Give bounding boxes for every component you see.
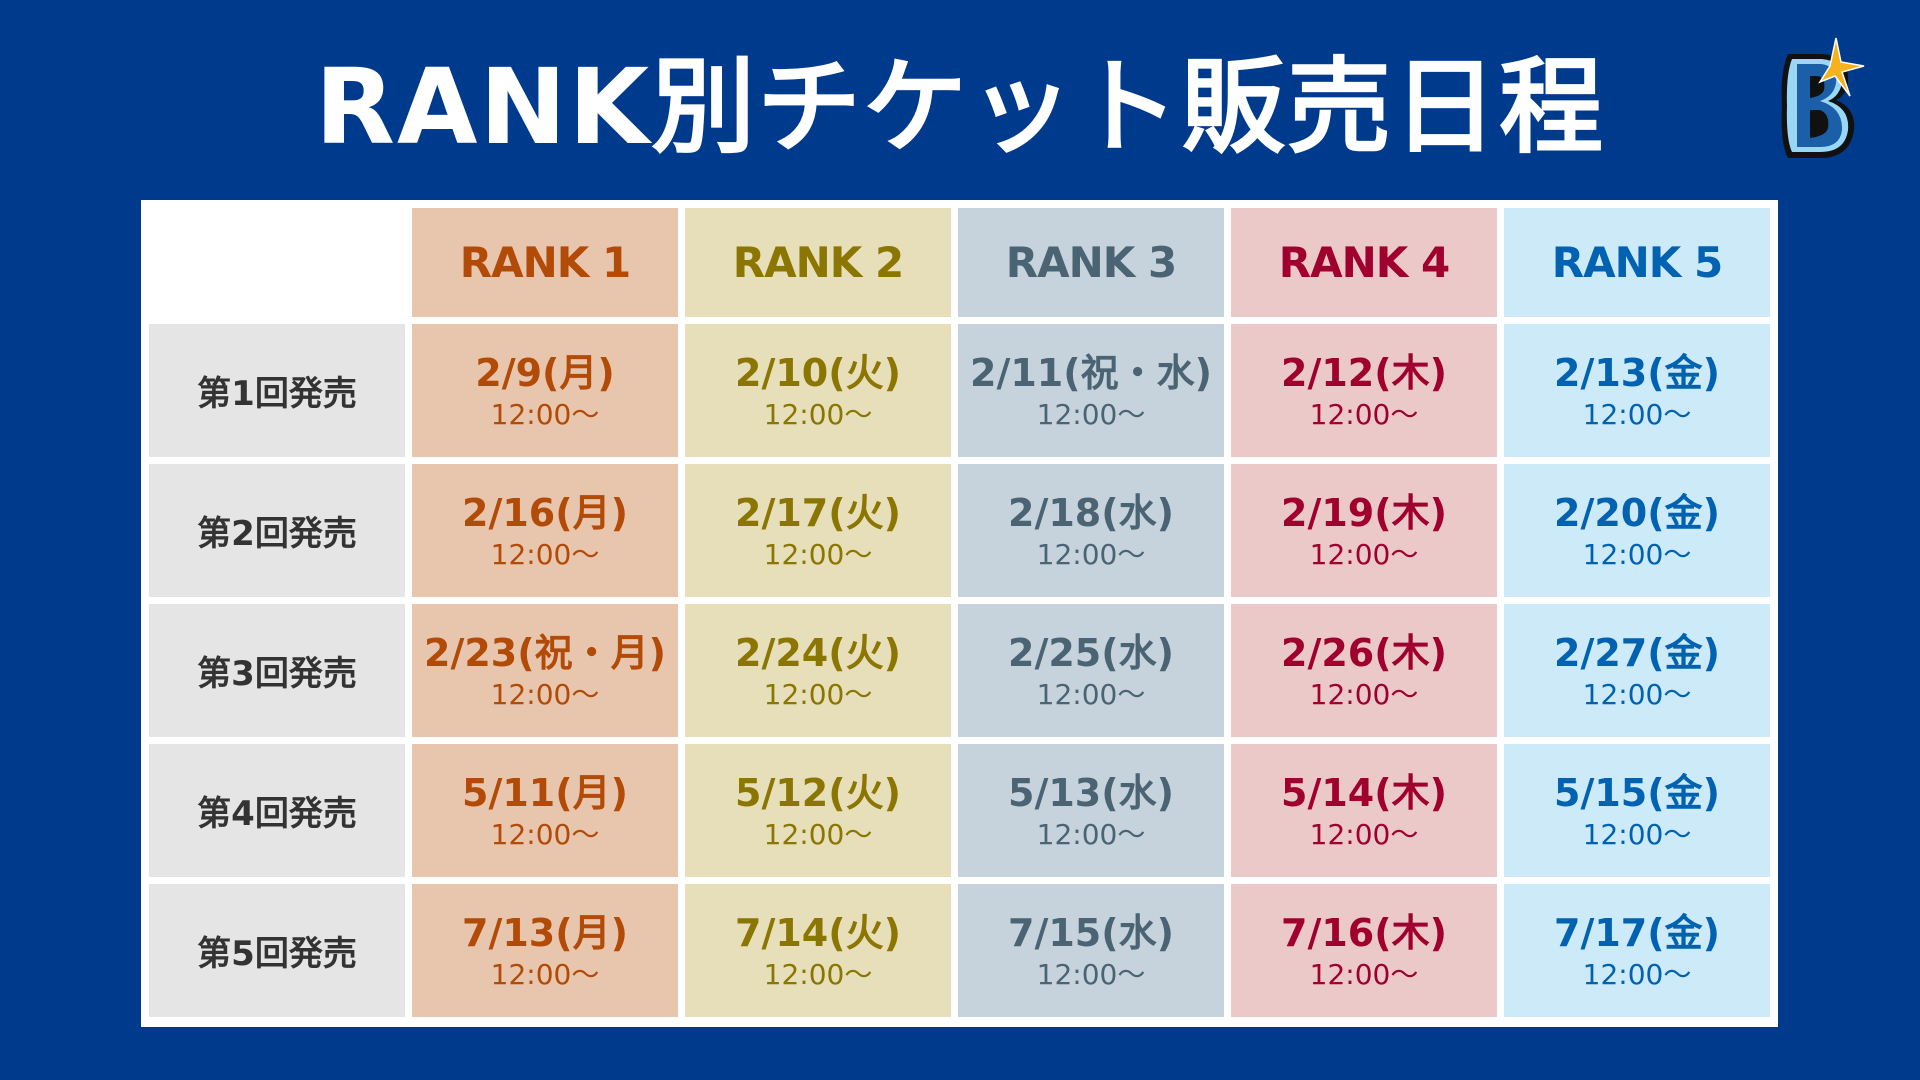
sale-date: 5/13(水) [1008, 770, 1174, 815]
sale-time: 12:00～ [1036, 957, 1146, 991]
header-rank-4: RANK 4 [1231, 208, 1497, 317]
sale-date: 2/26(木) [1281, 630, 1447, 675]
table-cell: 2/26(木) 12:00～ [1231, 604, 1497, 737]
sale-time: 12:00～ [763, 957, 873, 991]
header-rank-2: RANK 2 [685, 208, 951, 317]
table-cell: 2/27(金) 12:00～ [1504, 604, 1770, 737]
sale-date: 7/17(金) [1554, 910, 1720, 955]
sale-time: 12:00～ [1582, 397, 1692, 431]
sale-time: 12:00～ [763, 677, 873, 711]
sale-date: 7/14(火) [735, 910, 901, 955]
sale-time: 12:00～ [490, 677, 600, 711]
sale-date: 2/20(金) [1554, 490, 1720, 535]
row-label: 第2回発売 [149, 464, 405, 597]
sale-time: 12:00～ [763, 817, 873, 851]
sale-time: 12:00～ [1309, 537, 1419, 571]
sale-time: 12:00～ [1309, 957, 1419, 991]
sale-time: 12:00～ [490, 397, 600, 431]
sale-date: 5/15(金) [1554, 770, 1720, 815]
page-title: RANK別チケット販売日程 [314, 46, 1606, 168]
table-cell: 5/12(火) 12:00～ [685, 744, 951, 877]
sale-date: 2/10(火) [735, 350, 901, 395]
table-cell: 2/12(木) 12:00～ [1231, 324, 1497, 457]
row-label: 第1回発売 [149, 324, 405, 457]
table-cell: 2/25(水) 12:00～ [958, 604, 1224, 737]
table-cell: 7/14(火) 12:00～ [685, 884, 951, 1017]
sale-time: 12:00～ [490, 537, 600, 571]
sale-date: 2/12(木) [1281, 350, 1447, 395]
corner-cell [149, 208, 405, 317]
sale-time: 12:00～ [1582, 817, 1692, 851]
sale-time: 12:00～ [490, 957, 600, 991]
table-cell: 2/17(火) 12:00～ [685, 464, 951, 597]
sale-date: 7/15(水) [1008, 910, 1174, 955]
table-cell: 2/19(木) 12:00～ [1231, 464, 1497, 597]
sale-time: 12:00～ [1309, 397, 1419, 431]
sale-date: 2/18(水) [1008, 490, 1174, 535]
table-cell: 5/14(木) 12:00～ [1231, 744, 1497, 877]
table-cell: 7/15(水) 12:00～ [958, 884, 1224, 1017]
header-rank-5: RANK 5 [1504, 208, 1770, 317]
table-cell: 2/16(月) 12:00～ [412, 464, 678, 597]
sale-time: 12:00～ [763, 537, 873, 571]
sale-date: 5/11(月) [462, 770, 628, 815]
sale-date: 2/13(金) [1554, 350, 1720, 395]
table-cell: 7/17(金) 12:00～ [1504, 884, 1770, 1017]
sale-date: 2/23(祝・月) [424, 630, 666, 675]
table-cell: 5/15(金) 12:00～ [1504, 744, 1770, 877]
table-cell: 2/11(祝・水) 12:00～ [958, 324, 1224, 457]
sale-time: 12:00～ [1036, 817, 1146, 851]
table-cell: 7/16(木) 12:00～ [1231, 884, 1497, 1017]
sale-date: 5/12(火) [735, 770, 901, 815]
table-cell: 2/10(火) 12:00～ [685, 324, 951, 457]
sale-time: 12:00～ [1036, 677, 1146, 711]
sale-time: 12:00～ [1309, 677, 1419, 711]
sale-date: 2/17(火) [735, 490, 901, 535]
sale-time: 12:00～ [1582, 677, 1692, 711]
sale-date: 7/16(木) [1281, 910, 1447, 955]
sale-date: 7/13(月) [462, 910, 628, 955]
row-label: 第4回発売 [149, 744, 405, 877]
table-cell: 2/18(水) 12:00～ [958, 464, 1224, 597]
sale-date: 2/24(火) [735, 630, 901, 675]
header-rank-3: RANK 3 [958, 208, 1224, 317]
row-label: 第5回発売 [149, 884, 405, 1017]
team-logo-icon [1770, 34, 1870, 164]
sale-time: 12:00～ [1036, 537, 1146, 571]
table-cell: 5/13(水) 12:00～ [958, 744, 1224, 877]
table-cell: 7/13(月) 12:00～ [412, 884, 678, 1017]
sale-time: 12:00～ [763, 397, 873, 431]
sale-time: 12:00～ [490, 817, 600, 851]
sale-time: 12:00～ [1309, 817, 1419, 851]
table-cell: 2/13(金) 12:00～ [1504, 324, 1770, 457]
table-cell: 2/9(月) 12:00～ [412, 324, 678, 457]
sale-date: 5/14(木) [1281, 770, 1447, 815]
sale-date: 2/11(祝・水) [970, 350, 1212, 395]
table-cell: 2/20(金) 12:00～ [1504, 464, 1770, 597]
row-label: 第3回発売 [149, 604, 405, 737]
sale-date: 2/27(金) [1554, 630, 1720, 675]
schedule-table: RANK 1 RANK 2 RANK 3 RANK 4 RANK 5 第1回発売… [141, 200, 1778, 1027]
table-cell: 2/24(火) 12:00～ [685, 604, 951, 737]
sale-time: 12:00～ [1582, 957, 1692, 991]
sale-date: 2/9(月) [475, 350, 615, 395]
sale-date: 2/19(木) [1281, 490, 1447, 535]
sale-time: 12:00～ [1582, 537, 1692, 571]
sale-date: 2/25(水) [1008, 630, 1174, 675]
header-rank-1: RANK 1 [412, 208, 678, 317]
sale-date: 2/16(月) [462, 490, 628, 535]
table-cell: 5/11(月) 12:00～ [412, 744, 678, 877]
sale-time: 12:00～ [1036, 397, 1146, 431]
table-cell: 2/23(祝・月) 12:00～ [412, 604, 678, 737]
